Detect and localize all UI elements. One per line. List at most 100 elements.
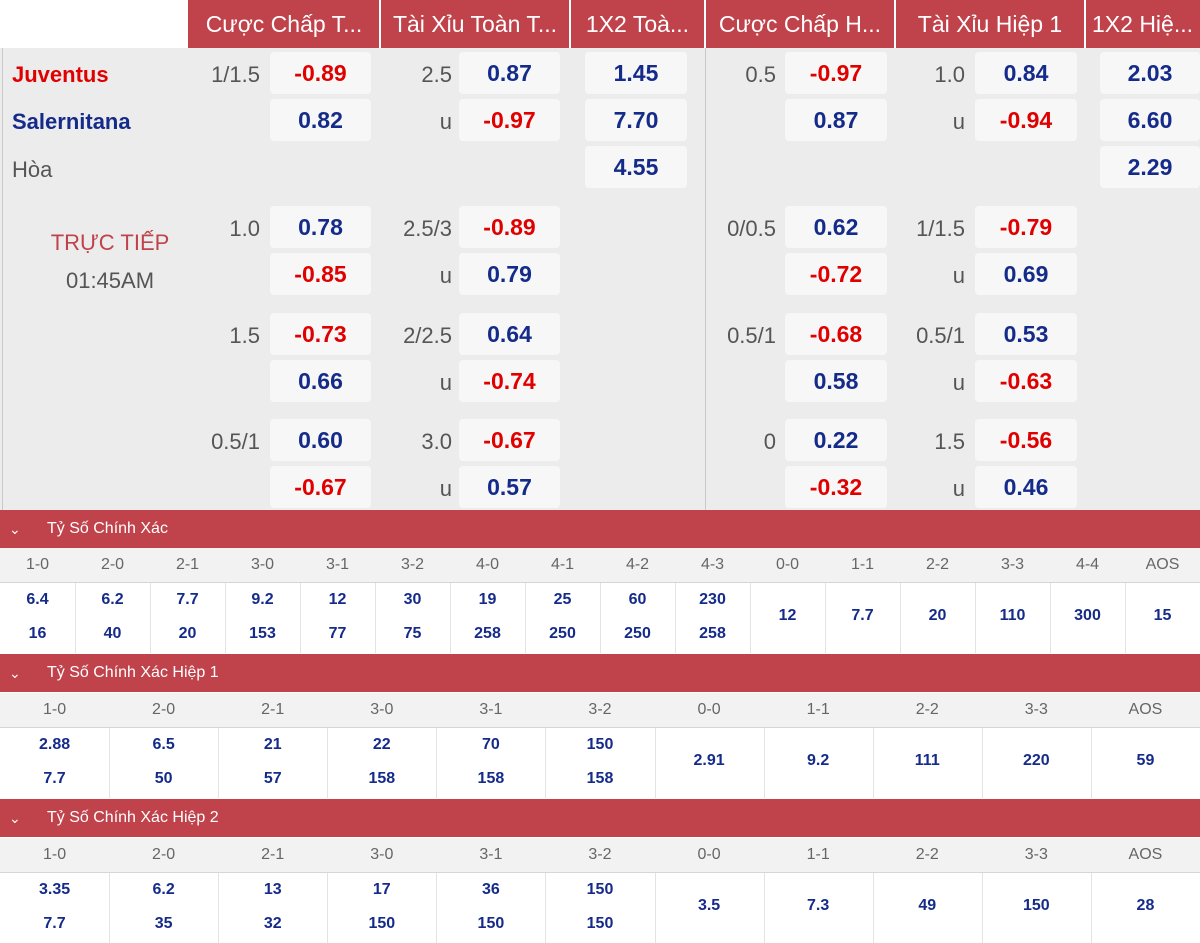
score-odds[interactable]: 6.2 (152, 881, 175, 898)
score-odds[interactable]: 110 (999, 607, 1026, 624)
odds-button[interactable]: -0.67 (459, 419, 560, 461)
score-odds[interactable]: 3.5 (697, 897, 721, 914)
odds-button[interactable]: 0.66 (270, 360, 371, 402)
score-odds[interactable]: 49 (918, 897, 937, 914)
odds-button[interactable]: 0.79 (459, 253, 560, 295)
score-odds[interactable]: 150 (586, 915, 614, 932)
odds-button[interactable]: -0.72 (785, 253, 887, 295)
tab-over-under-half[interactable]: Tài Xỉu Hiệp 1 (895, 0, 1085, 48)
odds-button[interactable]: 0.46 (975, 466, 1077, 508)
odds-button[interactable]: 0.84 (975, 52, 1077, 94)
score-odds[interactable]: 7.3 (807, 897, 830, 914)
odds-button[interactable]: 7.70 (585, 99, 687, 141)
score-odds[interactable]: 77 (328, 625, 347, 642)
score-odds[interactable]: 12 (778, 607, 797, 624)
odds-button[interactable]: -0.32 (785, 466, 887, 508)
score-odds[interactable]: 12 (328, 591, 347, 608)
odds-button[interactable]: -0.79 (975, 206, 1077, 248)
odds-button[interactable]: -0.89 (270, 52, 371, 94)
score-odds[interactable]: 153 (249, 625, 276, 642)
score-odds[interactable]: 3.35 (38, 881, 71, 898)
score-odds[interactable]: 40 (103, 625, 122, 642)
odds-button[interactable]: 4.55 (585, 146, 687, 188)
section-correct-score-h2[interactable]: ⌄ Tỷ Số Chính Xác Hiệp 2 (0, 799, 1200, 837)
score-odds[interactable]: 20 (928, 607, 947, 624)
odds-button[interactable]: -0.56 (975, 419, 1077, 461)
odds-button[interactable]: 0.69 (975, 253, 1077, 295)
odds-button[interactable]: 0.82 (270, 99, 371, 141)
score-odds[interactable]: 158 (368, 770, 396, 787)
tab-1x2-half[interactable]: 1X2 Hiệ... (1085, 0, 1200, 48)
score-odds[interactable]: 60 (628, 591, 647, 608)
odds-button[interactable]: 0.87 (785, 99, 887, 141)
score-odds[interactable]: 16 (28, 625, 47, 642)
odds-button[interactable]: 1.45 (585, 52, 687, 94)
odds-button[interactable]: -0.85 (270, 253, 371, 295)
tab-handicap-half[interactable]: Cược Chấp H... (705, 0, 895, 48)
odds-button[interactable]: -0.74 (459, 360, 560, 402)
score-odds[interactable]: 150 (586, 881, 614, 898)
section-correct-score[interactable]: ⌄ Tỷ Số Chính Xác (0, 510, 1200, 548)
score-odds[interactable]: 22 (372, 736, 391, 753)
odds-button[interactable]: 0.60 (270, 419, 371, 461)
chevron-down-icon[interactable]: ⌄ (9, 665, 21, 681)
odds-button[interactable]: -0.63 (975, 360, 1077, 402)
odds-button[interactable]: 0.53 (975, 313, 1077, 355)
odds-button[interactable]: 2.03 (1100, 52, 1200, 94)
score-odds[interactable]: 150 (1023, 897, 1050, 914)
odds-button[interactable]: -0.97 (459, 99, 560, 141)
score-odds[interactable]: 25 (553, 591, 572, 608)
chevron-down-icon[interactable]: ⌄ (9, 521, 21, 537)
score-odds[interactable]: 150 (477, 915, 505, 932)
tab-over-under-full[interactable]: Tài Xỉu Toàn T... (380, 0, 570, 48)
odds-button[interactable]: 0.78 (270, 206, 371, 248)
score-odds[interactable]: 6.2 (101, 591, 124, 608)
odds-button[interactable]: 0.64 (459, 313, 560, 355)
score-odds[interactable]: 250 (549, 625, 576, 642)
odds-button[interactable]: -0.94 (975, 99, 1077, 141)
score-odds[interactable]: 20 (178, 625, 197, 642)
score-odds[interactable]: 7.7 (851, 607, 874, 624)
score-odds[interactable]: 7.7 (176, 591, 199, 608)
score-odds[interactable]: 2.91 (693, 752, 725, 769)
odds-button[interactable]: 0.57 (459, 466, 560, 508)
score-odds[interactable]: 28 (1136, 897, 1155, 914)
score-odds[interactable]: 35 (154, 915, 173, 932)
score-odds[interactable]: 30 (403, 591, 422, 608)
score-odds[interactable]: 300 (1074, 607, 1101, 624)
odds-button[interactable]: 0.87 (459, 52, 560, 94)
score-odds[interactable]: 57 (263, 770, 282, 787)
score-odds[interactable]: 150 (586, 736, 614, 753)
odds-button[interactable]: -0.89 (459, 206, 560, 248)
score-odds[interactable]: 158 (586, 770, 614, 787)
odds-button[interactable]: 0.62 (785, 206, 887, 248)
odds-button[interactable]: 0.22 (785, 419, 887, 461)
score-odds[interactable]: 15 (1153, 607, 1172, 624)
score-odds[interactable]: 258 (474, 625, 501, 642)
score-odds[interactable]: 50 (154, 770, 173, 787)
score-odds[interactable]: 13 (263, 881, 282, 898)
score-odds[interactable]: 7.7 (43, 915, 66, 932)
score-odds[interactable]: 7.7 (43, 770, 66, 787)
odds-button[interactable]: 0.58 (785, 360, 887, 402)
odds-button[interactable]: 6.60 (1100, 99, 1200, 141)
score-odds[interactable]: 70 (482, 736, 500, 753)
score-odds[interactable]: 230 (699, 591, 726, 608)
score-odds[interactable]: 220 (1023, 752, 1050, 769)
score-odds[interactable]: 21 (263, 736, 282, 753)
score-odds[interactable]: 75 (403, 625, 422, 642)
score-odds[interactable]: 9.2 (251, 591, 274, 608)
tab-handicap-full[interactable]: Cược Chấp T... (188, 0, 380, 48)
score-odds[interactable]: 36 (482, 881, 500, 898)
score-odds[interactable]: 258 (699, 625, 726, 642)
score-odds[interactable]: 32 (263, 915, 282, 932)
score-odds[interactable]: 111 (914, 752, 940, 769)
score-odds[interactable]: 150 (368, 915, 396, 932)
score-odds[interactable]: 9.2 (807, 752, 830, 769)
odds-button[interactable]: -0.68 (785, 313, 887, 355)
odds-button[interactable]: 2.29 (1100, 146, 1200, 188)
score-odds[interactable]: 6.5 (152, 736, 175, 753)
odds-button[interactable]: -0.73 (270, 313, 371, 355)
score-odds[interactable]: 19 (478, 591, 497, 608)
section-correct-score-h1[interactable]: ⌄ Tỷ Số Chính Xác Hiệp 1 (0, 654, 1200, 692)
